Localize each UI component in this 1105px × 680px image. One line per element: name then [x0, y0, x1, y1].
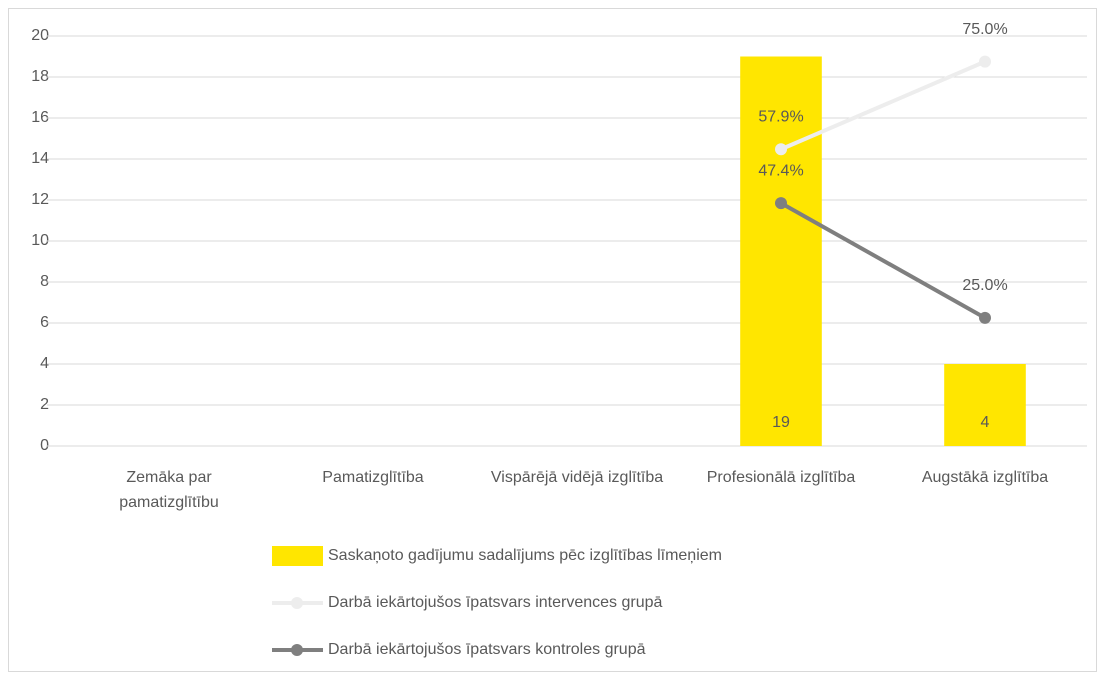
data-label: 25.0%: [962, 277, 1007, 294]
y-tick-label: 0: [40, 437, 49, 454]
x-tick-label: Zemāka par pamatizglītību: [119, 469, 219, 511]
y-tick-label: 16: [31, 109, 49, 126]
legend-marker: [291, 597, 303, 609]
marker: [775, 143, 787, 156]
bar: [944, 364, 1026, 446]
y-tick-label: 2: [40, 396, 49, 413]
data-label: 57.9%: [758, 108, 803, 125]
y-tick-label: 12: [31, 191, 49, 208]
y-tick-label: 6: [40, 314, 49, 331]
marker: [979, 55, 991, 68]
legend-label: Darbā iekārtojušos īpatsvars kontroles g…: [328, 641, 646, 658]
chart-frame: [8, 8, 1097, 672]
marker: [775, 197, 787, 210]
legend-label: Darbā iekārtojušos īpatsvars intervences…: [328, 594, 662, 611]
data-label: 47.4%: [758, 162, 803, 179]
legend-label: Saskaņoto gadījumu sadalījums pēc izglīt…: [328, 547, 722, 564]
legend-marker: [291, 644, 303, 656]
x-tick-label: Pamatizglītība: [322, 469, 423, 486]
data-label: 4: [981, 414, 990, 431]
y-tick-label: 10: [31, 232, 49, 249]
marker: [979, 311, 991, 324]
x-tick-label: Profesionālā izglītība: [707, 469, 856, 486]
x-tick-label: Augstākā izglītība: [922, 469, 1048, 486]
line: [780, 201, 986, 320]
legend-swatch: [272, 546, 323, 566]
y-tick-label: 8: [40, 273, 49, 290]
x-tick-label: Vispārējā vidējā izglītība: [491, 469, 663, 486]
y-tick-label: 14: [31, 150, 49, 167]
bar: [740, 56, 822, 446]
data-label: 19: [772, 414, 790, 431]
y-tick-label: 18: [31, 68, 49, 85]
y-tick-label: 4: [40, 355, 49, 372]
line: [780, 59, 986, 152]
data-label: 75.0%: [962, 21, 1007, 38]
y-tick-label: 20: [31, 27, 49, 44]
